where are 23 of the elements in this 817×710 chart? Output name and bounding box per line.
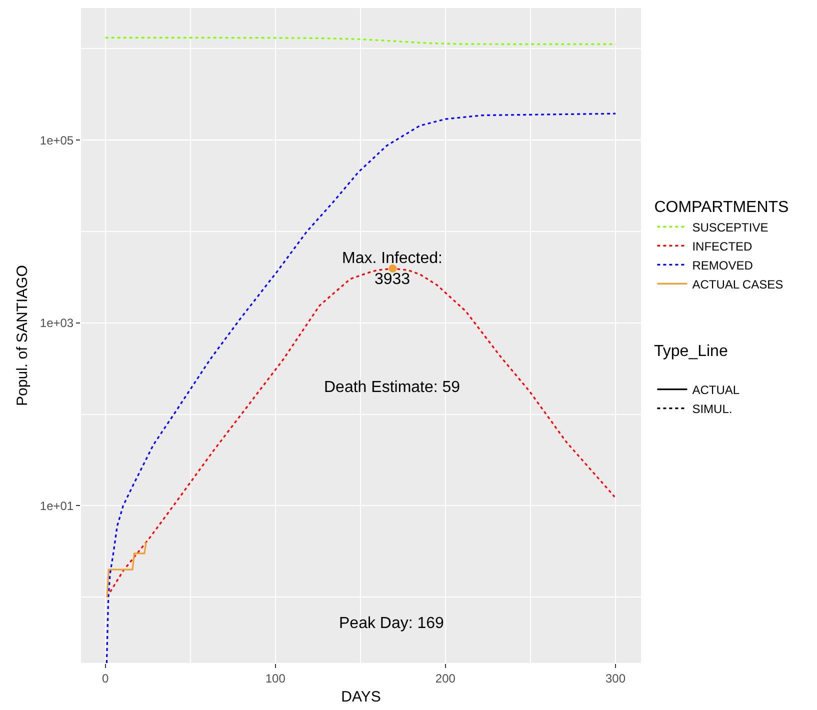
y-tick-label: 1e+05	[40, 133, 74, 148]
legend-title: COMPARTMENTS	[654, 199, 789, 216]
legend-label: INFECTED	[692, 239, 753, 254]
y-tick-label: 1e+01	[40, 498, 74, 513]
legend-label: SUSCEPTIVE	[692, 220, 768, 234]
text: Type_Line	[654, 343, 728, 360]
legend-label: SIMUL.	[692, 402, 732, 416]
y-tick-label: 1e+03	[40, 316, 74, 330]
annotation: Death Estimate: 59	[324, 379, 460, 396]
annotation: Max. Infected: 3933	[342, 250, 442, 288]
legend-label: ACTUAL	[692, 382, 740, 397]
legend-label: REMOVED	[692, 258, 754, 272]
x-axis-title: DAYS	[341, 688, 381, 706]
y-axis-title: Popul. of SANTIAGO	[14, 265, 32, 406]
x-tick-label: 200	[435, 671, 456, 686]
annotation: Peak Day: 169	[339, 615, 444, 632]
line-series	[106, 112, 616, 663]
line-series	[106, 541, 147, 598]
line-series	[104, 36, 616, 46]
x-tick-label: 300	[605, 671, 626, 686]
legend-label: ACTUAL CASES	[692, 277, 784, 292]
x-tick-label: 0	[102, 671, 109, 686]
x-tick-label: 100	[265, 671, 286, 686]
